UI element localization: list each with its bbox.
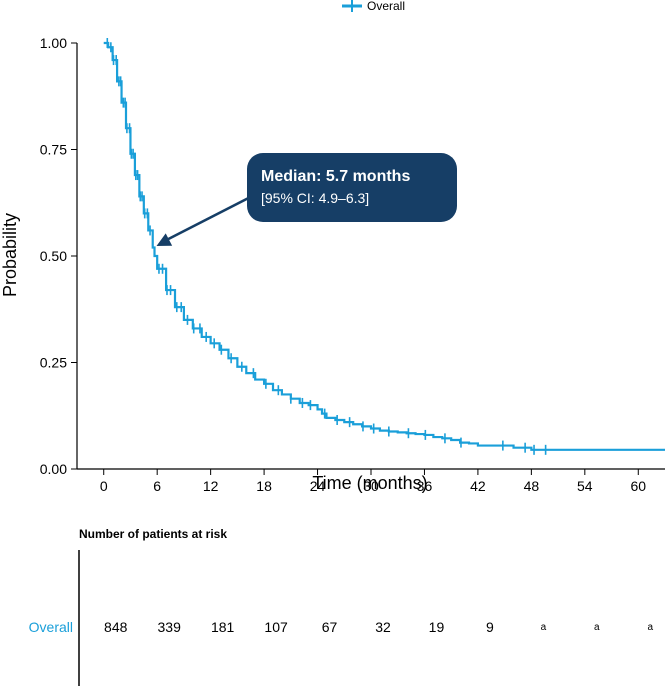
risk-value-18: 107 — [264, 619, 288, 635]
risk-value-0: 848 — [104, 619, 128, 635]
risk-value-60: a — [647, 622, 653, 633]
callout-box — [247, 153, 457, 222]
legend-label-overall: Overall — [367, 0, 405, 13]
risk-series-label: Overall — [29, 619, 73, 635]
callout-arrowhead — [156, 233, 173, 246]
x-tick-label: 60 — [630, 478, 646, 494]
risk-value-12: 181 — [211, 619, 235, 635]
x-tick-label: 36 — [417, 478, 433, 494]
risk-value-24: 67 — [322, 619, 338, 635]
survival-curve-overall — [103, 41, 665, 451]
x-tick-label: 18 — [256, 478, 272, 494]
risk-table-title: Number of patients at risk — [79, 527, 227, 541]
risk-values: 848 339 181 107 67 32 19 9 a a a — [104, 619, 653, 635]
callout-title: Median: 5.7 months — [261, 168, 410, 185]
risk-value-42: 9 — [486, 619, 494, 635]
y-tick-label: 0.75 — [40, 142, 67, 158]
y-axis-title: Probability — [0, 213, 20, 297]
x-tick-label: 42 — [470, 478, 486, 494]
x-tick-label: 0 — [100, 478, 108, 494]
risk-value-48: a — [541, 622, 547, 633]
median-callout: Median: 5.7 months [95% CI: 4.9–6.3] — [156, 153, 457, 246]
callout-subtitle: [95% CI: 4.9–6.3] — [261, 190, 369, 206]
x-tick-label: 54 — [577, 478, 593, 494]
risk-value-30: 32 — [375, 619, 391, 635]
risk-value-6: 339 — [158, 619, 182, 635]
x-tick-label: 48 — [524, 478, 540, 494]
risk-value-36: 19 — [429, 619, 445, 635]
x-tick-label: 6 — [153, 478, 161, 494]
y-tick-label: 0.25 — [40, 355, 67, 371]
y-tick-label: 1.00 — [40, 35, 67, 51]
x-tick-label: 30 — [363, 478, 379, 494]
series-layer — [103, 38, 665, 455]
y-tick-label: 0.50 — [40, 248, 67, 264]
legend: Overall — [342, 0, 405, 13]
y-tick-label: 0.00 — [40, 461, 67, 477]
x-tick-label: 12 — [203, 478, 219, 494]
x-tick-label: 24 — [310, 478, 326, 494]
risk-value-54: a — [594, 622, 600, 633]
axes: 0.00 0.25 0.50 0.75 1.00 0 6 12 18 24 30 36 42 48 54 60 — [40, 35, 665, 494]
x-axis-title: Time (months) — [312, 473, 427, 493]
risk-table: Number of patients at risk Overall 848 33… — [29, 527, 653, 686]
